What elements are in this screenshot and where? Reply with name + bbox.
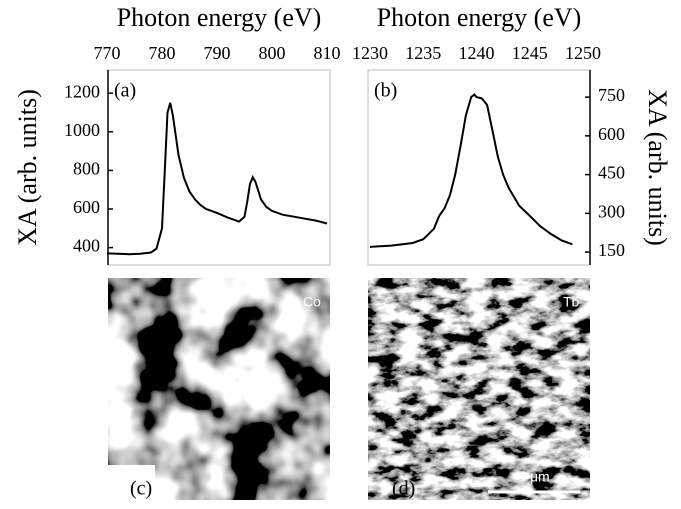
spectrum-line [106,102,328,256]
tb-image [368,278,590,500]
panel-label: (a) [114,80,136,102]
y-tick-label: 150 [598,240,625,260]
x-tick-label: 1245 [512,43,548,63]
y-tick-label: 400 [73,236,100,256]
x-tick-label: 1250 [565,43,601,63]
plot-frame [107,69,331,266]
x-tick-label: 790 [204,43,231,63]
x-tick-label: 810 [314,43,341,63]
label-box [108,465,155,505]
y-tick-label: 600 [598,124,625,144]
x-axis-title: Photon energy (eV) [117,3,322,32]
scale-bar-label: 1 μm [518,469,549,485]
y-tick-label: 750 [598,85,625,105]
y-tick-label: 300 [598,201,625,221]
x-axis-title: Photon energy (eV) [377,3,582,32]
x-tick-label: 780 [149,43,176,63]
panel-label: (c) [130,478,152,500]
y-tick-label: 1200 [64,81,100,101]
y-tick-label: 800 [73,159,100,179]
x-tick-label: 770 [94,43,121,63]
x-tick-label: 1240 [459,43,495,63]
panel-label: (d) [392,478,415,500]
y-axis-title: XA (arb. units) [13,89,42,246]
plot-frame [367,69,591,266]
element-label: Tb [563,294,580,310]
element-label: Co [303,294,321,310]
spectrum-line [369,93,573,248]
y-tick-label: 450 [598,163,625,183]
co-image [108,278,330,500]
y-tick-label: 1000 [64,120,100,140]
x-tick-label: 1235 [405,43,441,63]
y-axis-title: XA (arb. units) [643,89,672,246]
panel-label: (b) [374,80,397,102]
x-tick-label: 800 [259,43,286,63]
x-tick-label: 1230 [352,43,388,63]
y-tick-label: 600 [73,197,100,217]
